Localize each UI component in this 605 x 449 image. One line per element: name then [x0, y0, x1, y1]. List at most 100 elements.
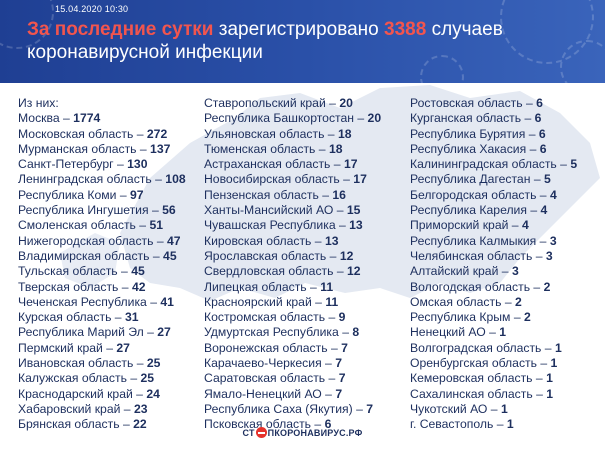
region-row: Костромская область – 9 [204, 310, 381, 325]
region-row: Приморский край – 4 [410, 218, 577, 233]
region-label: Краснодарский край – [18, 386, 147, 401]
region-label: Волгоградская область – [410, 340, 555, 355]
region-count: 1 [546, 386, 554, 401]
region-label: Ямало-Ненецкий АО – [204, 386, 336, 401]
region-label: Мурманская область – [18, 141, 151, 156]
region-row: Удмуртская Республика – 8 [204, 325, 381, 340]
region-label: Ставропольский край – [204, 96, 340, 110]
region-row: Мурманская область – 137 [18, 142, 186, 157]
region-label: Астраханская область – [204, 157, 344, 172]
russia-map-background [60, 85, 600, 301]
region-label: Тюменская область – [204, 141, 329, 156]
region-label: Белгородская область – [410, 187, 550, 202]
region-count: 42 [131, 279, 146, 294]
region-label: Республика Коми – [18, 187, 131, 202]
region-row: Саратовская область – 7 [204, 371, 381, 386]
region-row: Вологодская область – 2 [410, 280, 577, 295]
region-count: 23 [133, 401, 148, 416]
region-row: Сахалинская область – 1 [410, 387, 577, 402]
region-row: Свердловская область – 12 [204, 264, 381, 279]
region-count: 45 [163, 248, 177, 263]
region-row: Республика Марий Эл – 27 [18, 325, 186, 340]
region-row: Курганская область – 6 [410, 111, 577, 126]
region-row: Хабаровский край – 23 [18, 402, 186, 417]
region-row: Ульяновская область – 18 [204, 127, 381, 142]
region-count: 2 [543, 279, 551, 294]
region-count: 4 [549, 187, 557, 202]
region-label: Республика Дагестан – [410, 172, 544, 187]
region-count: 5 [544, 172, 551, 187]
region-count: 6 [534, 111, 542, 126]
region-count: 18 [328, 141, 343, 156]
region-count: 7 [366, 401, 374, 416]
region-label: Республика Саха (Якутия) – [204, 401, 367, 416]
headline: За последние сутки зарегистрировано 3388… [27, 18, 587, 64]
region-label: Республика Калмыкия – [410, 233, 550, 248]
region-label: Ненецкий АО – [410, 325, 500, 340]
region-row: Липецкая область – 11 [204, 280, 381, 295]
region-count: 7 [335, 386, 343, 401]
region-count: 8 [352, 325, 360, 340]
region-label: Свердловская область – [204, 264, 348, 279]
region-count: 7 [338, 371, 346, 386]
region-row: Чувашская Республика – 13 [204, 218, 381, 233]
region-count: 22 [133, 417, 147, 432]
region-count: 17 [353, 172, 367, 187]
region-count: 24 [146, 386, 160, 401]
region-label: Республика Карелия – [410, 203, 541, 218]
region-count: 6 [324, 417, 332, 432]
region-label: Республика Марий Эл – [18, 325, 158, 340]
region-row: Ростовская область – 6 [410, 96, 577, 111]
region-label: Ярославская область – [204, 248, 340, 263]
region-count: 1 [550, 356, 558, 371]
region-label: Ленинградская область – [18, 172, 166, 187]
logo-right-text: ПКОРОНАВИРУС.РФ [267, 428, 363, 438]
region-count: 4 [521, 218, 529, 233]
logo-left-text: СТ [242, 428, 255, 438]
region-label: Тульская область – [18, 264, 132, 279]
region-row: Псковская область – 6 [204, 417, 381, 432]
region-count: 13 [349, 218, 363, 233]
map-shape [120, 85, 600, 301]
region-label: Санкт-Петербург – [18, 157, 128, 172]
region-count: 7 [335, 356, 343, 371]
region-count: 20 [367, 111, 382, 126]
region-label: Чеченская Республика – [18, 294, 161, 309]
region-label: Республика Хакасия – [410, 141, 540, 156]
region-row: Из них: [18, 96, 186, 111]
region-label: Новосибирская область – [204, 172, 354, 187]
region-label: Саратовская область – [204, 371, 339, 386]
region-count: 9 [338, 310, 346, 325]
region-count: 18 [337, 126, 352, 141]
column-3: Ростовская область – 6 Курганская область… [410, 96, 577, 433]
region-label: Чувашская Республика – [204, 218, 350, 233]
region-count: 12 [339, 248, 354, 263]
region-count: 41 [160, 294, 174, 309]
region-label: Республика Бурятия – [410, 126, 539, 141]
region-count: 12 [347, 264, 361, 279]
region-count: 272 [146, 126, 168, 141]
region-count: 3 [545, 248, 553, 263]
region-row: Ямало-Ненецкий АО – 7 [204, 387, 381, 402]
region-row: Республика Ингушетия – 56 [18, 203, 186, 218]
region-label: Тверская область – [18, 279, 132, 294]
region-label: Оренбургская область – [410, 356, 551, 371]
stop-icon [255, 427, 267, 438]
region-label: Кемеровская область – [410, 371, 547, 386]
headline-end: случаев коронавирусной инфекции [27, 19, 503, 63]
region-row: Смоленская область – 51 [18, 218, 186, 233]
region-label: Курская область – [18, 310, 125, 325]
region-label: Ивановская область – [18, 356, 147, 371]
region-count: 6 [538, 126, 546, 141]
headline-count: 3388 [384, 19, 427, 40]
region-row: Пензенская область – 16 [204, 188, 381, 203]
region-count: 130 [127, 157, 148, 172]
region-row: Ленинградская область – 108 [18, 172, 186, 187]
column-1: Из них: Москва – 1774 Московская область –… [18, 96, 186, 433]
region-row: Кировская область – 13 [204, 234, 381, 249]
region-row: Санкт-Петербург – 130 [18, 157, 186, 172]
headline-mid: зарегистрировано [213, 19, 385, 40]
region-row: Тюменская область – 18 [204, 142, 381, 157]
region-row: Ханты-Мансийский АО – 15 [204, 203, 381, 218]
region-row: Ненецкий АО – 1 [410, 325, 577, 340]
